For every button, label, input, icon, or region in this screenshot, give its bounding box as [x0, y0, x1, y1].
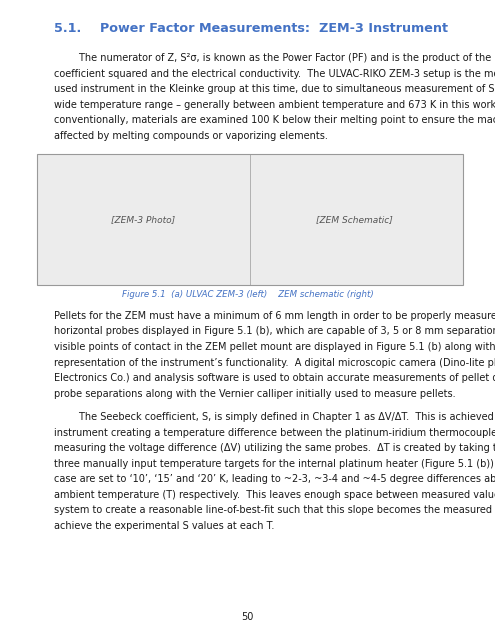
- Text: [ZEM-3 Photo]: [ZEM-3 Photo]: [111, 215, 176, 224]
- Text: [ZEM Schematic]: [ZEM Schematic]: [315, 215, 393, 224]
- Text: visible points of contact in the ZEM pellet mount are displayed in Figure 5.1 (b: visible points of contact in the ZEM pel…: [54, 342, 495, 352]
- Text: Pellets for the ZEM must have a minimum of 6 mm length in order to be properly m: Pellets for the ZEM must have a minimum …: [54, 311, 495, 321]
- Text: used instrument in the Kleinke group at this time, due to simultaneous measureme: used instrument in the Kleinke group at …: [54, 84, 495, 94]
- Text: Figure 5.1  (a) ULVAC ZEM-3 (left)    ZEM schematic (right): Figure 5.1 (a) ULVAC ZEM-3 (left) ZEM sc…: [122, 291, 373, 300]
- Text: affected by melting compounds or vaporizing elements.: affected by melting compounds or vaporiz…: [54, 131, 328, 141]
- Text: system to create a reasonable line-of-best-fit such that this slope becomes the : system to create a reasonable line-of-be…: [54, 506, 495, 515]
- Text: horizontal probes displayed in Figure 5.1 (b), which are capable of 3, 5 or 8 mm: horizontal probes displayed in Figure 5.…: [54, 326, 495, 337]
- Text: probe separations along with the Vernier calliper initially used to measure pell: probe separations along with the Vernier…: [54, 388, 456, 399]
- Text: Power Factor Measurements:  ZEM-3 Instrument: Power Factor Measurements: ZEM-3 Instrum…: [82, 22, 447, 35]
- Bar: [37, 154, 463, 285]
- Text: wide temperature range – generally between ambient temperature and 673 K in this: wide temperature range – generally betwe…: [54, 100, 495, 110]
- Text: case are set to ‘10’, ‘15’ and ‘20’ K, leading to ~2-3, ~3-4 and ~4-5 degree dif: case are set to ‘10’, ‘15’ and ‘20’ K, l…: [54, 474, 495, 484]
- Text: measuring the voltage difference (ΔV) utilizing the same probes.  ΔT is created : measuring the voltage difference (ΔV) ut…: [54, 443, 495, 453]
- Text: achieve the experimental S values at each T.: achieve the experimental S values at eac…: [54, 521, 275, 531]
- Text: 50: 50: [242, 612, 253, 622]
- Text: The Seebeck coefficient, S, is simply defined in Chapter 1 as ΔV/ΔT.  This is ac: The Seebeck coefficient, S, is simply de…: [54, 412, 495, 422]
- Text: coefficient squared and the electrical conductivity.  The ULVAC-RIKO ZEM-3 setup: coefficient squared and the electrical c…: [54, 68, 495, 79]
- Text: Electronics Co.) and analysis software is used to obtain accurate measurements o: Electronics Co.) and analysis software i…: [54, 373, 495, 383]
- Text: representation of the instrument’s functionality.  A digital microscopic camera : representation of the instrument’s funct…: [54, 358, 495, 367]
- Text: ambient temperature (T) respectively.  This leaves enough space between measured: ambient temperature (T) respectively. Th…: [54, 490, 495, 500]
- Text: 5.1.: 5.1.: [54, 22, 82, 35]
- Text: instrument creating a temperature difference between the platinum-iridium thermo: instrument creating a temperature differ…: [54, 428, 495, 438]
- Text: The numerator of Z, S²σ, is known as the Power Factor (PF) and is the product of: The numerator of Z, S²σ, is known as the…: [54, 53, 495, 63]
- Text: three manually input temperature targets for the internal platinum heater (Figur: three manually input temperature targets…: [54, 459, 495, 468]
- Text: conventionally, materials are examined 100 K below their melting point to ensure: conventionally, materials are examined 1…: [54, 115, 495, 125]
